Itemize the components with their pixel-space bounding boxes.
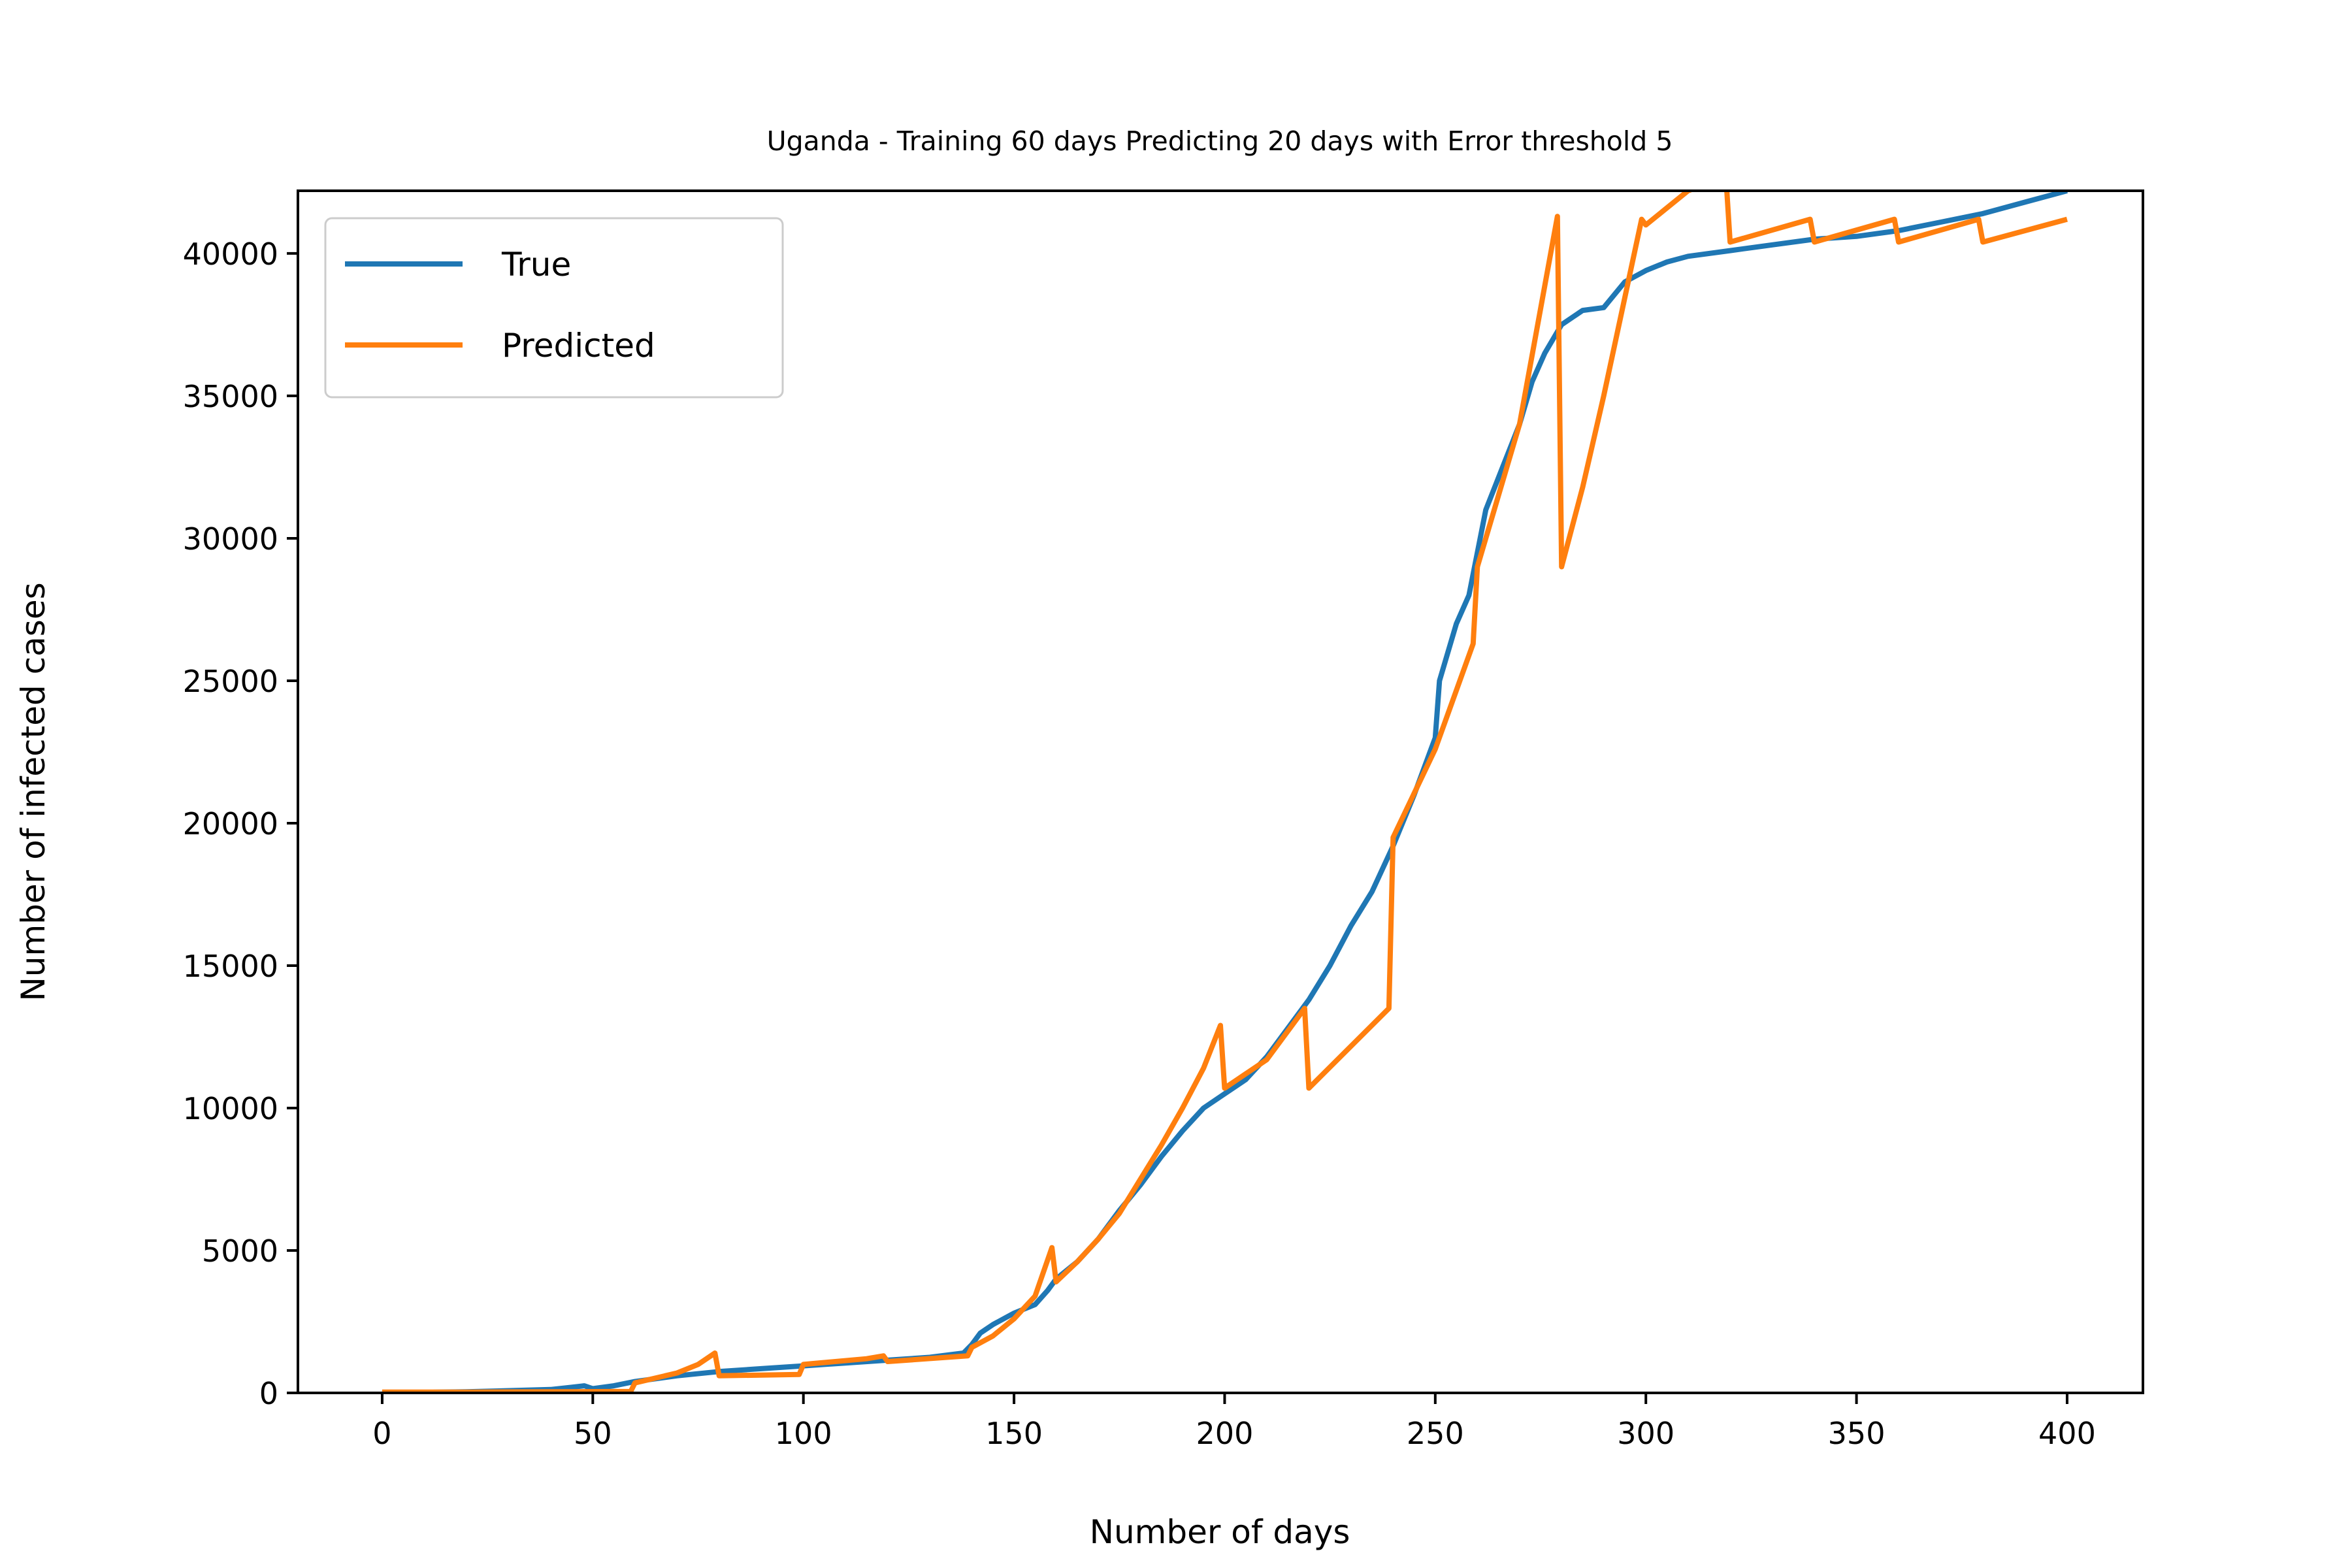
y-tick-label: 20000: [183, 806, 278, 841]
legend-label-predicted: Predicted: [502, 327, 655, 365]
x-tick-label: 100: [775, 1416, 832, 1451]
series-line-predicted: [382, 191, 2068, 1393]
legend-label-true: True: [501, 246, 571, 284]
x-tick-label: 50: [574, 1416, 612, 1451]
plot-lines: [382, 191, 2068, 1393]
x-tick-label: 150: [985, 1416, 1043, 1451]
y-axis-ticks: 0 5000 10000 15000 20000 25000 30000 35000 40000: [183, 237, 298, 1411]
x-axis-ticks: 0 50 100 150 200 250 300 350 400: [372, 1393, 2096, 1451]
y-tick-label: 0: [259, 1376, 278, 1411]
x-tick-label: 0: [372, 1416, 391, 1451]
x-tick-label: 350: [1828, 1416, 1886, 1451]
y-tick-label: 15000: [183, 949, 278, 984]
x-tick-label: 400: [2038, 1416, 2096, 1451]
y-tick-label: 5000: [202, 1233, 278, 1269]
y-tick-label: 30000: [183, 521, 278, 557]
y-axis-label: Number of infected cases: [14, 582, 52, 1001]
x-tick-label: 200: [1196, 1416, 1254, 1451]
legend: True Predicted: [324, 217, 784, 399]
y-tick-label: 25000: [183, 664, 278, 699]
x-tick-label: 250: [1407, 1416, 1464, 1451]
y-tick-label: 35000: [183, 379, 278, 414]
chart-title: Uganda - Training 60 days Predicting 20 …: [767, 125, 1673, 157]
y-tick-label: 40000: [183, 237, 278, 272]
x-axis-label: Number of days: [1090, 1513, 1350, 1551]
y-tick-label: 10000: [183, 1091, 278, 1126]
plot-frame: [297, 189, 2144, 1394]
x-tick-label: 300: [1617, 1416, 1674, 1451]
